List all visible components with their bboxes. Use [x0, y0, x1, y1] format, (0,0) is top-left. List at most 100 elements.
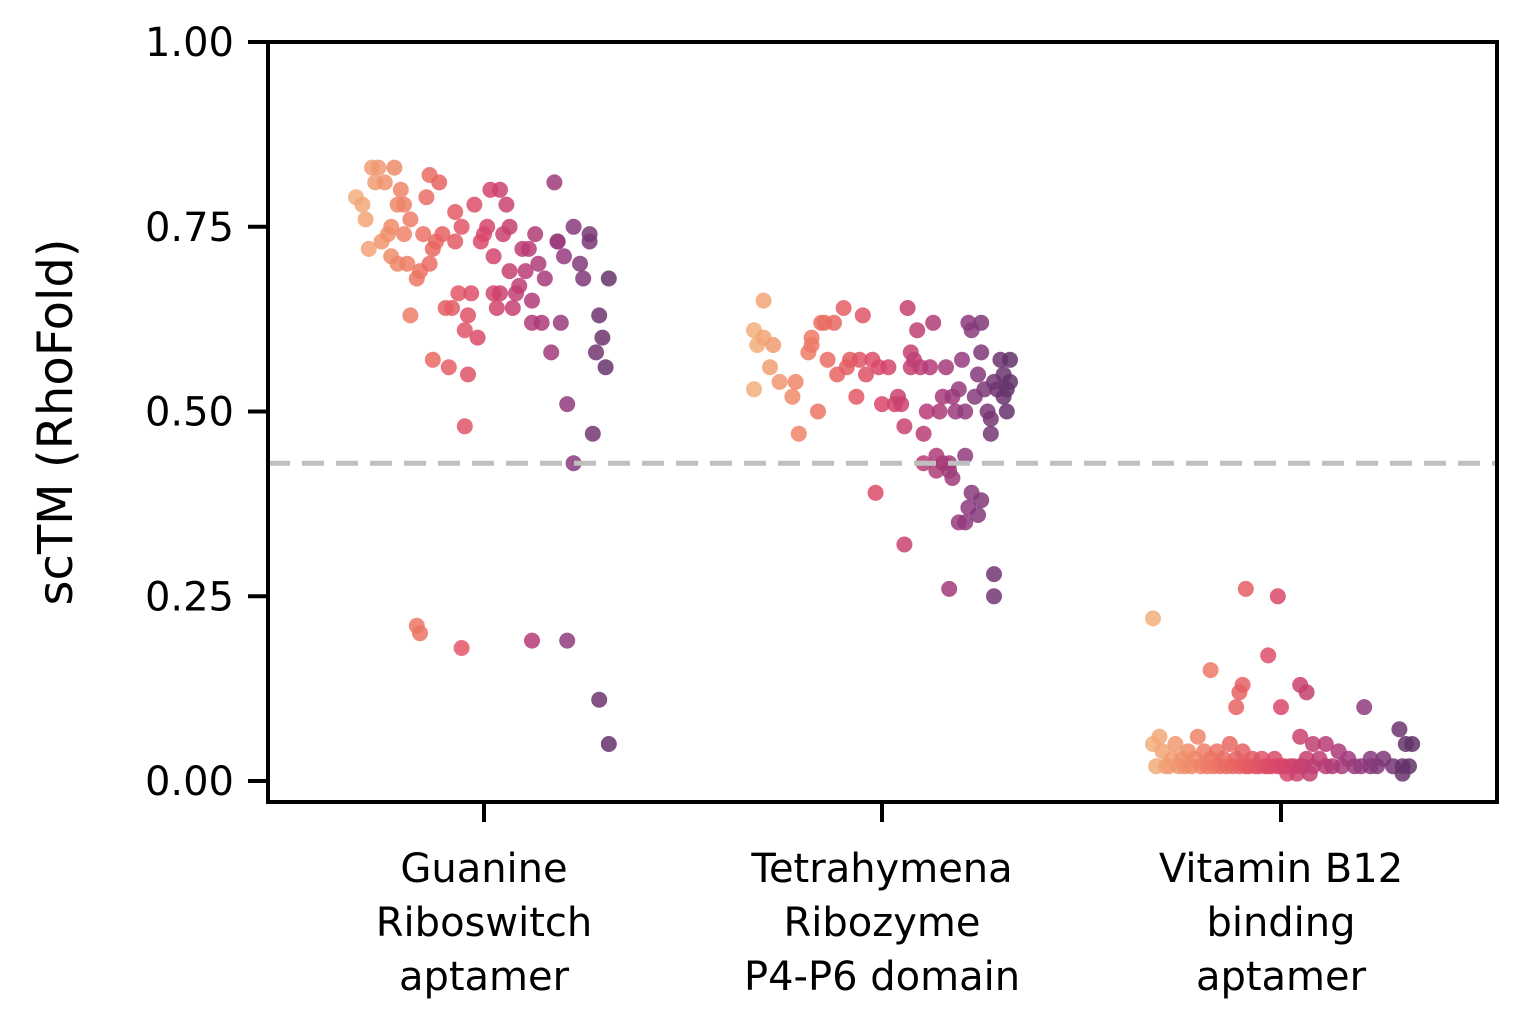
- data-point: [530, 255, 547, 272]
- data-point: [584, 425, 601, 442]
- data-point: [973, 492, 990, 509]
- data-point: [746, 381, 762, 398]
- x-category-label: Tetrahymena: [750, 846, 1012, 892]
- data-point: [600, 736, 617, 752]
- data-point: [392, 181, 409, 198]
- data-point: [559, 396, 576, 413]
- data-point: [915, 425, 932, 442]
- data-point: [492, 285, 508, 302]
- data-point: [600, 270, 617, 287]
- data-point: [998, 403, 1015, 420]
- data-point: [851, 351, 868, 368]
- data-point: [460, 366, 476, 383]
- data-point: [546, 174, 563, 191]
- data-point: [1404, 736, 1421, 752]
- data-point: [520, 240, 537, 257]
- data-point: [418, 189, 435, 206]
- y-axis: 0.00 0.25 0.50 0.75 1.00: [145, 20, 268, 805]
- data-point: [370, 159, 387, 176]
- data-point: [591, 691, 608, 708]
- y-tick-label: 0.00: [145, 759, 234, 805]
- data-point: [755, 292, 772, 309]
- data-point: [970, 366, 986, 383]
- data-point: [492, 181, 508, 198]
- data-point: [421, 255, 438, 272]
- data-point: [597, 359, 614, 376]
- data-point: [1269, 588, 1286, 605]
- data-point: [970, 507, 986, 523]
- data-point: [944, 470, 961, 486]
- data-point: [909, 322, 926, 339]
- data-point: [874, 396, 890, 413]
- data-point: [922, 359, 938, 376]
- data-point: [1237, 580, 1254, 597]
- data-point: [447, 233, 464, 250]
- data-point: [954, 351, 970, 368]
- data-point: [588, 344, 604, 361]
- data-point: [360, 240, 377, 257]
- data-point: [1298, 684, 1315, 701]
- data-point: [399, 255, 416, 272]
- data-point: [565, 455, 582, 472]
- data-point: [1002, 351, 1018, 368]
- data-point: [762, 359, 778, 376]
- data-point: [1202, 662, 1219, 679]
- data-point: [950, 381, 967, 398]
- data-point: [572, 255, 588, 272]
- data-point: [533, 314, 550, 331]
- data-point: [581, 233, 598, 250]
- data-point: [765, 337, 782, 353]
- x-axis: Guanine Riboswitch aptamer Tetrahymena Riboz…: [376, 802, 1403, 1000]
- data-point: [456, 418, 473, 435]
- data-point: [918, 403, 935, 420]
- data-point: [893, 396, 910, 413]
- data-point: [498, 196, 515, 213]
- data-point: [1394, 765, 1411, 782]
- data-point: [771, 373, 788, 390]
- x-category-label: aptamer: [1196, 954, 1367, 1000]
- x-category-label: P4-P6 domain: [744, 954, 1020, 1000]
- data-point: [444, 300, 460, 316]
- data-point: [383, 218, 400, 235]
- data-point: [899, 300, 916, 316]
- x-category-label: Guanine: [400, 846, 567, 892]
- data-point: [591, 307, 608, 324]
- x-category-label: Riboswitch: [376, 900, 592, 946]
- data-point: [434, 226, 451, 243]
- data-point: [973, 314, 990, 331]
- data-point: [1305, 736, 1321, 752]
- data-point: [931, 403, 948, 420]
- data-point: [896, 536, 913, 553]
- data-point: [982, 425, 999, 442]
- x-category-label: Ribozyme: [783, 900, 980, 946]
- data-point: [479, 218, 496, 235]
- data-point: [402, 211, 419, 228]
- data-point: [501, 218, 518, 235]
- data-point: [556, 248, 572, 265]
- y-tick-label: 1.00: [145, 20, 234, 66]
- data-point: [1167, 736, 1184, 752]
- data-point: [957, 447, 974, 464]
- data-point: [1151, 728, 1168, 745]
- data-point: [982, 410, 999, 427]
- data-point: [1145, 610, 1161, 627]
- data-point: [517, 263, 534, 280]
- data-point: [440, 359, 457, 376]
- data-point: [1391, 721, 1408, 738]
- x-category-label: aptamer: [399, 954, 570, 1000]
- data-point: [386, 159, 403, 176]
- data-point: [1228, 699, 1245, 716]
- data-point: [858, 366, 874, 383]
- data-point: [848, 388, 865, 405]
- data-point: [957, 514, 974, 531]
- data-point: [819, 351, 836, 368]
- data-point: [896, 418, 913, 435]
- data-point: [938, 359, 954, 376]
- data-point: [1189, 728, 1206, 745]
- data-point: [880, 359, 897, 376]
- data-point: [810, 403, 826, 420]
- data-point: [412, 625, 428, 642]
- data-point: [854, 307, 871, 324]
- data-point: [925, 314, 942, 331]
